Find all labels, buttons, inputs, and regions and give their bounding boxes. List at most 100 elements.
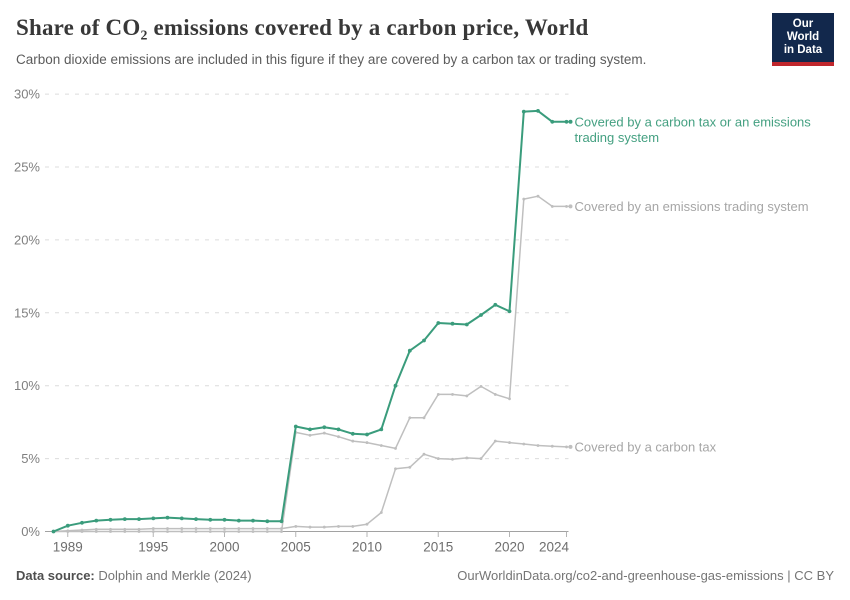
- data-point-carbon-tax-or-ets[interactable]: [151, 516, 156, 521]
- data-point-carbon-tax[interactable]: [436, 457, 440, 461]
- data-point-carbon-tax-or-ets[interactable]: [279, 519, 284, 524]
- data-point-emissions-trading-system[interactable]: [251, 530, 255, 533]
- data-point-emissions-trading-system[interactable]: [308, 433, 312, 437]
- data-point-carbon-tax-or-ets[interactable]: [536, 109, 540, 113]
- data-point-carbon-tax-or-ets[interactable]: [137, 517, 141, 521]
- data-point-emissions-trading-system[interactable]: [180, 530, 184, 533]
- data-point-emissions-trading-system[interactable]: [223, 530, 226, 533]
- data-point-carbon-tax[interactable]: [208, 527, 212, 531]
- data-point-emissions-trading-system[interactable]: [166, 530, 169, 533]
- series-line-carbon-tax[interactable]: [52, 440, 568, 533]
- data-point-carbon-tax[interactable]: [223, 527, 226, 531]
- data-point-carbon-tax[interactable]: [465, 456, 469, 460]
- data-point-emissions-trading-system[interactable]: [151, 530, 155, 533]
- data-point-carbon-tax[interactable]: [265, 527, 269, 531]
- data-point-carbon-tax[interactable]: [66, 529, 70, 533]
- data-point-carbon-tax[interactable]: [522, 442, 526, 446]
- data-point-carbon-tax-or-ets[interactable]: [251, 518, 255, 523]
- data-point-carbon-tax[interactable]: [394, 467, 397, 471]
- data-point-emissions-trading-system[interactable]: [379, 444, 383, 447]
- data-point-emissions-trading-system[interactable]: [208, 530, 212, 533]
- data-point-carbon-tax[interactable]: [237, 527, 241, 531]
- data-point-emissions-trading-system[interactable]: [123, 530, 127, 533]
- data-point-carbon-tax[interactable]: [151, 527, 155, 531]
- data-point-emissions-trading-system[interactable]: [280, 530, 283, 533]
- data-point-carbon-tax[interactable]: [80, 528, 84, 532]
- data-point-carbon-tax[interactable]: [194, 527, 198, 531]
- data-point-carbon-tax-or-ets[interactable]: [51, 529, 56, 534]
- data-point-emissions-trading-system[interactable]: [322, 431, 326, 435]
- data-point-carbon-tax[interactable]: [94, 527, 98, 531]
- data-point-emissions-trading-system[interactable]: [94, 530, 98, 533]
- data-point-emissions-trading-system[interactable]: [465, 394, 469, 398]
- data-point-emissions-trading-system[interactable]: [365, 441, 369, 445]
- data-point-carbon-tax-or-ets[interactable]: [308, 427, 312, 432]
- data-point-carbon-tax-or-ets[interactable]: [336, 427, 341, 432]
- data-point-carbon-tax[interactable]: [337, 524, 340, 528]
- data-point-carbon-tax-or-ets[interactable]: [236, 518, 241, 523]
- data-point-carbon-tax[interactable]: [451, 457, 454, 461]
- data-point-carbon-tax[interactable]: [408, 465, 412, 469]
- data-point-carbon-tax-or-ets[interactable]: [65, 523, 70, 528]
- data-point-emissions-trading-system[interactable]: [337, 435, 340, 439]
- data-point-carbon-tax-or-ets[interactable]: [194, 517, 198, 521]
- data-point-carbon-tax[interactable]: [479, 457, 483, 461]
- data-point-emissions-trading-system[interactable]: [522, 197, 526, 201]
- data-point-carbon-tax-or-ets[interactable]: [407, 348, 412, 353]
- data-point-emissions-trading-system[interactable]: [237, 530, 241, 533]
- data-point-emissions-trading-system[interactable]: [394, 446, 397, 450]
- data-point-carbon-tax-or-ets[interactable]: [222, 517, 227, 522]
- data-point-carbon-tax[interactable]: [251, 527, 255, 531]
- data-point-carbon-tax[interactable]: [280, 527, 283, 531]
- data-point-emissions-trading-system[interactable]: [265, 530, 269, 533]
- data-point-carbon-tax[interactable]: [550, 444, 554, 448]
- data-point-carbon-tax[interactable]: [493, 439, 497, 443]
- data-point-emissions-trading-system[interactable]: [508, 397, 511, 401]
- data-point-emissions-trading-system[interactable]: [451, 392, 454, 396]
- data-point-emissions-trading-system[interactable]: [550, 204, 554, 208]
- data-point-emissions-trading-system[interactable]: [493, 392, 497, 396]
- data-point-carbon-tax-or-ets[interactable]: [379, 427, 384, 432]
- data-point-carbon-tax-or-ets[interactable]: [108, 517, 113, 522]
- data-point-emissions-trading-system[interactable]: [137, 530, 141, 533]
- data-point-carbon-tax-or-ets[interactable]: [179, 516, 184, 521]
- series-line-carbon-tax-or-ets[interactable]: [52, 109, 568, 533]
- data-point-carbon-tax[interactable]: [308, 525, 312, 529]
- data-point-carbon-tax-or-ets[interactable]: [507, 309, 512, 314]
- data-point-carbon-tax-or-ets[interactable]: [350, 431, 355, 436]
- data-point-carbon-tax[interactable]: [422, 452, 426, 456]
- data-point-carbon-tax-or-ets[interactable]: [393, 383, 398, 388]
- data-point-emissions-trading-system[interactable]: [194, 530, 198, 533]
- data-point-carbon-tax-or-ets[interactable]: [94, 518, 99, 523]
- data-point-carbon-tax[interactable]: [180, 527, 184, 531]
- data-point-carbon-tax-or-ets[interactable]: [322, 425, 327, 430]
- data-point-emissions-trading-system[interactable]: [408, 416, 412, 420]
- data-point-carbon-tax-or-ets[interactable]: [464, 322, 469, 327]
- data-point-carbon-tax-or-ets[interactable]: [550, 119, 555, 124]
- data-point-carbon-tax-or-ets[interactable]: [479, 313, 483, 317]
- data-point-carbon-tax-or-ets[interactable]: [365, 432, 369, 437]
- data-point-carbon-tax[interactable]: [351, 524, 355, 528]
- data-point-carbon-tax-or-ets[interactable]: [293, 424, 298, 429]
- data-point-carbon-tax[interactable]: [508, 441, 511, 445]
- owid-logo[interactable]: Our World in Data: [772, 13, 834, 66]
- data-point-emissions-trading-system[interactable]: [436, 392, 440, 396]
- data-point-emissions-trading-system[interactable]: [479, 384, 483, 388]
- data-point-carbon-tax-or-ets[interactable]: [265, 519, 270, 524]
- data-point-carbon-tax[interactable]: [379, 511, 383, 514]
- data-point-carbon-tax[interactable]: [137, 527, 141, 531]
- data-point-carbon-tax-or-ets[interactable]: [450, 321, 455, 326]
- data-point-emissions-trading-system[interactable]: [351, 439, 355, 443]
- data-point-carbon-tax[interactable]: [365, 522, 369, 526]
- data-point-emissions-trading-system[interactable]: [109, 530, 112, 533]
- data-point-carbon-tax-or-ets[interactable]: [521, 109, 526, 114]
- data-point-carbon-tax-or-ets[interactable]: [122, 517, 127, 521]
- data-point-carbon-tax[interactable]: [123, 527, 127, 531]
- data-point-carbon-tax-or-ets[interactable]: [436, 321, 441, 325]
- data-point-emissions-trading-system[interactable]: [422, 416, 426, 420]
- data-point-carbon-tax[interactable]: [322, 525, 326, 529]
- data-point-carbon-tax[interactable]: [536, 444, 540, 447]
- data-point-carbon-tax-or-ets[interactable]: [208, 517, 213, 522]
- data-point-emissions-trading-system[interactable]: [536, 194, 540, 198]
- data-point-carbon-tax-or-ets[interactable]: [80, 520, 84, 525]
